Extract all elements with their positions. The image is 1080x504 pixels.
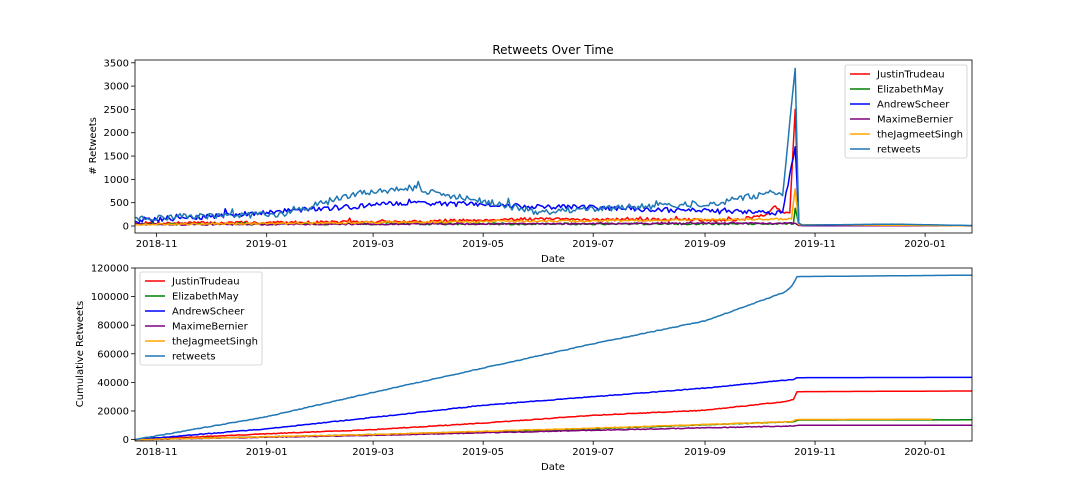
- y-tick-label: 2000: [104, 128, 129, 139]
- retweets-over-time-chart: Retweets Over Time 2018-11 2019-01 2019-03…: [88, 43, 973, 265]
- x-tick-label: 2020-01: [904, 447, 946, 458]
- y-axis-label: Cumulative Retweets: [75, 301, 86, 407]
- cumulative-retweets-chart: 2018-11 2019-01 2019-03 2019-05 2019-07 2019-…: [75, 264, 973, 473]
- x-axis: 2018-11 2019-01 2019-03 2019-05 2019-07 2019-…: [136, 233, 946, 250]
- legend-label-theJagmeetSingh: theJagmeetSingh: [877, 130, 963, 141]
- chart-title: Retweets Over Time: [492, 43, 613, 57]
- y-axis-label: # Retweets: [88, 117, 99, 175]
- x-tick-label: 2019-03: [352, 447, 394, 458]
- legend-label-JustinTrudeau: JustinTrudeau: [171, 277, 240, 288]
- x-tick-label: 2019-01: [246, 239, 288, 250]
- series-line-AndrewScheer: [134, 376, 972, 441]
- y-tick-label: 1000: [104, 175, 129, 186]
- x-tick-label: 2019-11: [794, 239, 836, 250]
- legend-label-ElizabethMay: ElizabethMay: [877, 85, 944, 96]
- x-tick-label: 2019-01: [246, 447, 288, 458]
- x-tick-label: 2019-05: [462, 239, 504, 250]
- x-tick-label: 2019-03: [352, 239, 394, 250]
- y-tick-label: 2500: [104, 105, 129, 116]
- legend-label-retweets: retweets: [172, 352, 216, 363]
- x-tick-label: 2019-05: [462, 447, 504, 458]
- x-tick-label: 2019-09: [684, 239, 726, 250]
- x-tick-label: 2020-01: [904, 239, 946, 250]
- y-tick-label: 120000: [91, 264, 129, 275]
- x-tick-label: 2019-07: [572, 447, 614, 458]
- series-line-theJagmeetSingh: [135, 418, 933, 441]
- x-tick-label: 2019-07: [572, 239, 614, 250]
- legend-box: [844, 64, 968, 159]
- legend: JustinTrudeau ElizabethMay AndrewScheer Max…: [844, 64, 968, 159]
- legend-label-ElizabethMay: ElizabethMay: [172, 292, 239, 303]
- x-axis-label: Date: [541, 254, 565, 265]
- x-tick-label: 2018-11: [136, 239, 178, 250]
- legend-label-MaximeBernier: MaximeBernier: [877, 115, 954, 126]
- legend-label-MaximeBernier: MaximeBernier: [172, 322, 249, 333]
- y-tick-label: 40000: [97, 378, 129, 389]
- series-line-retweets: [134, 274, 973, 441]
- y-tick-label: 1500: [104, 152, 129, 163]
- series-line-JustinTrudeau: [134, 390, 972, 441]
- legend-label-AndrewScheer: AndrewScheer: [172, 307, 245, 318]
- legend: JustinTrudeau ElizabethMay AndrewScheer Max…: [139, 271, 263, 366]
- x-axis-label: Date: [541, 462, 565, 473]
- plot-frame: [134, 267, 973, 442]
- y-tick-label: 100000: [91, 292, 129, 303]
- y-tick-label: 20000: [97, 406, 129, 417]
- y-axis: 0 20000 40000 60000 80000 100000 120000: [91, 264, 135, 446]
- y-tick-label: 60000: [97, 349, 129, 360]
- plot-frame: [134, 59, 973, 234]
- series-line-retweets: [135, 67, 972, 227]
- y-tick-label: 0: [123, 435, 129, 446]
- y-tick-label: 500: [110, 198, 129, 209]
- y-tick-label: 80000: [97, 321, 129, 332]
- legend-box: [139, 271, 263, 366]
- series-lines: [134, 67, 972, 227]
- x-tick-label: 2019-11: [794, 447, 836, 458]
- series-lines: [134, 274, 973, 441]
- x-tick-label: 2019-09: [684, 447, 726, 458]
- y-tick-label: 3500: [104, 58, 129, 69]
- y-tick-label: 3000: [104, 82, 129, 93]
- legend-label-JustinTrudeau: JustinTrudeau: [876, 70, 945, 81]
- x-axis: 2018-11 2019-01 2019-03 2019-05 2019-07 2019-…: [136, 441, 946, 458]
- y-tick-label: 0: [123, 222, 129, 233]
- legend-label-AndrewScheer: AndrewScheer: [877, 100, 950, 111]
- x-tick-label: 2018-11: [136, 447, 178, 458]
- y-axis: 0 500 1000 1500 2000 2500 3000 3500: [104, 58, 135, 233]
- legend-label-retweets: retweets: [877, 145, 921, 156]
- legend-label-theJagmeetSingh: theJagmeetSingh: [172, 337, 258, 348]
